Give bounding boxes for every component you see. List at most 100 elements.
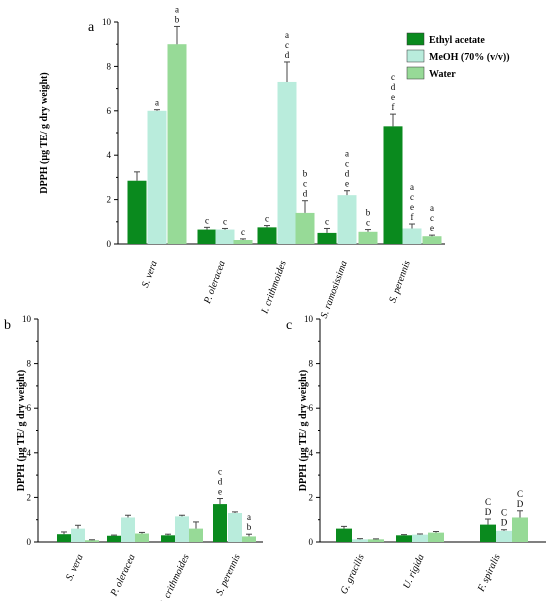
legend-ethyl-acetate-swatch <box>406 32 425 46</box>
significance-letter: a <box>155 98 159 108</box>
bar-meoh <box>337 195 357 244</box>
y-tick-label: 8 <box>309 359 314 369</box>
y-axis-label: DPPH (µg TE/ g dry weight) <box>39 72 50 193</box>
y-tick-label: 4 <box>27 448 32 458</box>
bar-meoh <box>228 513 242 542</box>
x-tick-label: I. crithmoides <box>259 259 289 316</box>
x-tick-label: I. crithmoides <box>158 553 192 601</box>
bar-ethyl-acetate <box>197 229 217 244</box>
legend-meoh-label: MeOH (70% (v/v)) <box>429 52 510 63</box>
y-tick-label: 0 <box>27 537 32 547</box>
significance-letter: c <box>218 467 222 477</box>
bar-ethyl-acetate <box>257 227 277 244</box>
significance-letter: c <box>205 215 209 225</box>
panel-label: c <box>286 318 292 333</box>
significance-letter: c <box>430 213 434 223</box>
significance-letter: d <box>303 189 308 199</box>
significance-letter: a <box>345 149 349 159</box>
bar-meoh <box>412 534 428 542</box>
significance-letter: c <box>241 227 245 237</box>
significance-letter: D <box>517 499 524 509</box>
x-tick-label: F. spiralis <box>475 553 502 595</box>
significance-letter: d <box>285 50 290 60</box>
bar-water <box>422 236 442 244</box>
y-axis-label: DPPH (µg TE/ g dry weight) <box>298 370 309 491</box>
y-tick-label: 0 <box>309 537 314 547</box>
y-tick-label: 2 <box>309 492 314 502</box>
bar-water <box>368 539 384 542</box>
significance-letter: D <box>485 507 492 517</box>
significance-letter: D <box>501 518 508 528</box>
x-tick-label: U. rigida <box>401 553 426 591</box>
significance-letter: c <box>345 159 349 169</box>
y-tick-label: 6 <box>107 106 112 116</box>
x-tick-label: S. perennis <box>214 553 243 598</box>
x-tick-label: G. gracilis <box>339 553 367 597</box>
bar-meoh <box>175 516 189 542</box>
bar-meoh <box>71 528 85 542</box>
significance-letter: c <box>265 214 269 224</box>
bar-meoh <box>121 517 135 542</box>
legend: Ethyl acetate MeOH (70% (v/v)) Water <box>406 32 510 80</box>
bar-meoh <box>352 539 368 542</box>
y-tick-label: 4 <box>309 448 314 458</box>
legend-ethyl-acetate-label: Ethyl acetate <box>429 35 485 46</box>
significance-letter: c <box>285 40 289 50</box>
y-tick-label: 10 <box>304 314 314 324</box>
y-tick-label: 6 <box>309 403 314 413</box>
y-tick-label: 8 <box>27 359 32 369</box>
significance-letter: d <box>218 477 223 487</box>
x-tick-label: P. oleracea <box>108 553 137 599</box>
legend-meoh-swatch <box>406 49 425 63</box>
bar-ethyl-acetate <box>480 524 496 542</box>
y-tick-label: 10 <box>102 17 112 27</box>
x-tick-label: S. perennis <box>387 259 412 304</box>
significance-letter: a <box>430 203 434 213</box>
y-tick-label: 4 <box>107 150 112 160</box>
significance-letter: b <box>303 169 308 179</box>
bar-ethyl-acetate <box>336 528 352 542</box>
bar-ethyl-acetate <box>107 535 121 542</box>
x-tick-label: S. ramosissima <box>319 259 350 320</box>
significance-letter: d <box>391 82 396 92</box>
bar-water <box>358 231 378 244</box>
bar-water <box>233 240 253 244</box>
bar-water <box>512 517 528 542</box>
bar-water <box>242 536 256 542</box>
bar-ethyl-acetate <box>57 534 71 542</box>
bar-ethyl-acetate <box>317 232 337 244</box>
significance-letter: c <box>325 216 329 226</box>
significance-letter: a <box>285 30 289 40</box>
legend-water-label: Water <box>429 69 456 80</box>
bar-meoh <box>215 229 235 244</box>
bar-water <box>85 540 99 542</box>
significance-letter: c <box>303 179 307 189</box>
significance-letter: f <box>392 102 395 112</box>
bar-ethyl-acetate <box>213 504 227 542</box>
legend-water-swatch <box>406 66 425 80</box>
x-tick-label: P. oleracea <box>202 259 228 306</box>
significance-letter: e <box>345 179 349 189</box>
y-axis-label: DPPH (µg TE/ g dry weight) <box>16 370 27 491</box>
significance-letter: b <box>247 522 252 532</box>
bar-water <box>167 44 187 245</box>
bar-ethyl-acetate <box>161 535 175 542</box>
y-tick-label: 6 <box>27 403 32 413</box>
significance-letter: c <box>410 192 414 202</box>
significance-letter: C <box>501 508 507 518</box>
bar-meoh <box>496 530 512 542</box>
significance-letter: C <box>485 497 491 507</box>
significance-letter: a <box>410 182 414 192</box>
bar-water <box>189 528 203 542</box>
bar-meoh <box>147 110 167 244</box>
significance-letter: b <box>366 208 371 218</box>
significance-letter: c <box>366 218 370 228</box>
bar-ethyl-acetate <box>127 180 147 244</box>
y-tick-label: 10 <box>22 314 32 324</box>
significance-letter: a <box>247 512 251 522</box>
bar-meoh <box>277 81 297 244</box>
significance-letter: a <box>175 4 179 14</box>
